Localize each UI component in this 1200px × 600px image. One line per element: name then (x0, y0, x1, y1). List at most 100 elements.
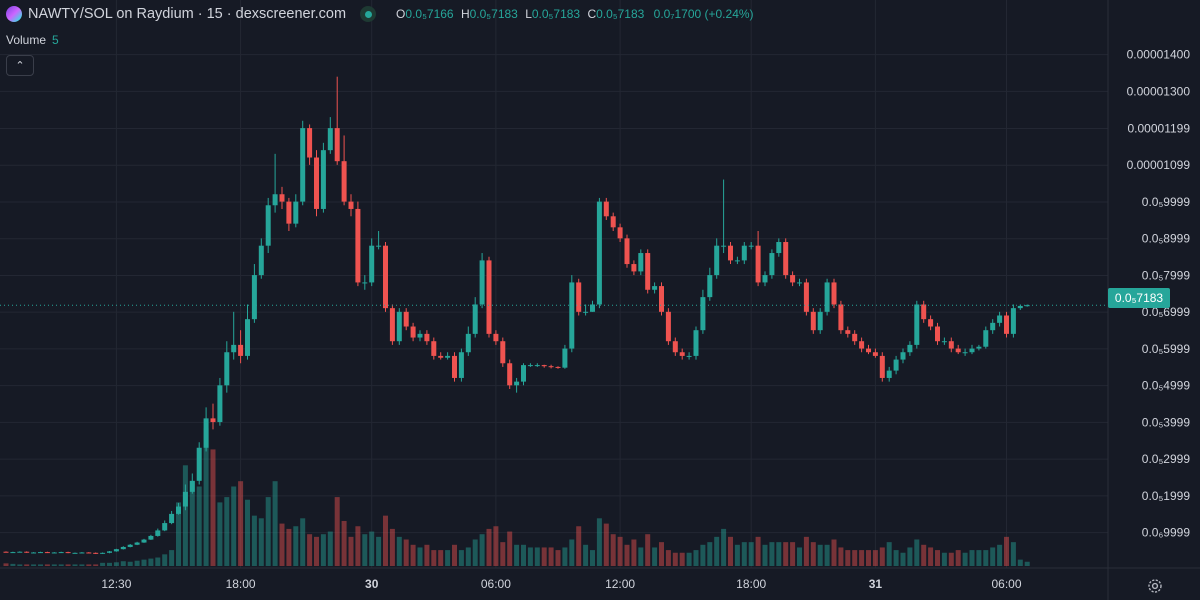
high-value: 0.0₅7183 (469, 7, 518, 21)
volume-bar (327, 531, 333, 566)
volume-bar (686, 552, 692, 566)
candle-body (500, 341, 506, 364)
volume-bar (58, 564, 64, 566)
change-value: 0.0₇1700 (+0.24%) (653, 7, 754, 21)
volume-bar (707, 542, 713, 566)
candle-body (58, 552, 64, 554)
candle-body (107, 551, 112, 553)
candle-body (189, 480, 195, 492)
candle-body (44, 552, 50, 554)
volume-bar (155, 557, 161, 566)
candle-body (127, 544, 133, 547)
candle-body (396, 311, 402, 342)
y-tick-label: 0.00001300 (1127, 84, 1191, 98)
candle-body (245, 319, 250, 356)
volume-bar (10, 563, 16, 566)
candle-body (810, 311, 816, 331)
candle-body (693, 330, 699, 356)
y-tick-label: 0.0₆9999 (1142, 526, 1191, 540)
candle-body (935, 326, 940, 342)
volume-bar (417, 547, 423, 566)
volume-bar (852, 550, 858, 566)
volume-bar (258, 518, 264, 566)
volume-bar (776, 542, 782, 566)
candle-body (445, 355, 451, 358)
candle-body (431, 341, 437, 356)
candle-body (86, 552, 92, 554)
volume-bar (134, 560, 140, 566)
collapse-legend-button[interactable]: ⌃ (6, 55, 34, 76)
volume-bar (403, 539, 409, 566)
volume-bar (376, 536, 382, 566)
candle-body (362, 282, 368, 284)
candle-body (279, 194, 285, 202)
candle-body (376, 245, 382, 247)
volume-bar (886, 542, 892, 566)
volume-bar (120, 561, 126, 566)
candle-body (562, 348, 568, 368)
candle-body (231, 344, 237, 353)
volume-bar (369, 531, 375, 566)
candle-body (624, 238, 630, 265)
volume-bar (893, 550, 899, 566)
volume-bar (969, 550, 975, 566)
candle-body (921, 304, 927, 320)
volume-bar (797, 547, 802, 566)
last-price-tag: 0.0₅7183 (1108, 288, 1170, 308)
candle-body (514, 381, 520, 386)
candle-body (1017, 305, 1023, 309)
candle-body (100, 552, 106, 554)
volume-bar (976, 550, 982, 566)
volume-bar (990, 547, 996, 566)
candle-body (527, 365, 533, 367)
volume-bar (928, 547, 934, 566)
x-tick-label: 30 (365, 577, 379, 591)
volume-bar (700, 544, 706, 566)
x-tick-label: 18:00 (736, 577, 766, 591)
low-label: L (525, 7, 532, 21)
candle-body (596, 201, 602, 305)
volume-bar (265, 497, 271, 566)
volume-bar (472, 539, 478, 566)
volume-bar (534, 547, 540, 566)
candle-body (734, 260, 740, 262)
volume-bar (3, 563, 9, 566)
volume-bar (693, 550, 699, 566)
volume-bar (500, 542, 506, 566)
candle-body (251, 275, 257, 320)
close-label: C (587, 7, 597, 21)
candle-body (265, 205, 271, 246)
candle-body (169, 513, 175, 524)
volume-bar (396, 536, 402, 566)
volume-bar (286, 528, 292, 566)
y-tick-label: 0.0₅4999 (1142, 379, 1191, 393)
candle-body (859, 341, 865, 349)
volume-bar (845, 550, 851, 566)
candle-body (555, 366, 561, 368)
y-tick-label: 0.0₅9999 (1142, 195, 1191, 209)
candle-body (652, 286, 658, 290)
volume-bar (714, 536, 720, 566)
candle-body (72, 552, 78, 554)
candle-body (728, 245, 733, 261)
x-tick-label: 12:30 (101, 577, 131, 591)
candle-body (1010, 308, 1016, 334)
candle-body (369, 245, 375, 283)
candle-body (755, 245, 761, 283)
gear-icon[interactable] (1146, 577, 1164, 595)
volume-bar (127, 561, 133, 566)
candle-body (327, 128, 333, 151)
candle-body (569, 282, 575, 349)
volume-bar (217, 502, 223, 566)
candle-body (176, 506, 181, 514)
low-value: 0.0₅7183 (531, 7, 581, 21)
candle-body (721, 245, 727, 247)
volume-bar (659, 542, 664, 566)
volume-bar (293, 526, 299, 566)
volume-bar (389, 528, 395, 566)
candle-body (452, 355, 457, 378)
volume-bar (872, 550, 878, 566)
candle-body (286, 201, 292, 224)
volume-bar (334, 497, 340, 566)
